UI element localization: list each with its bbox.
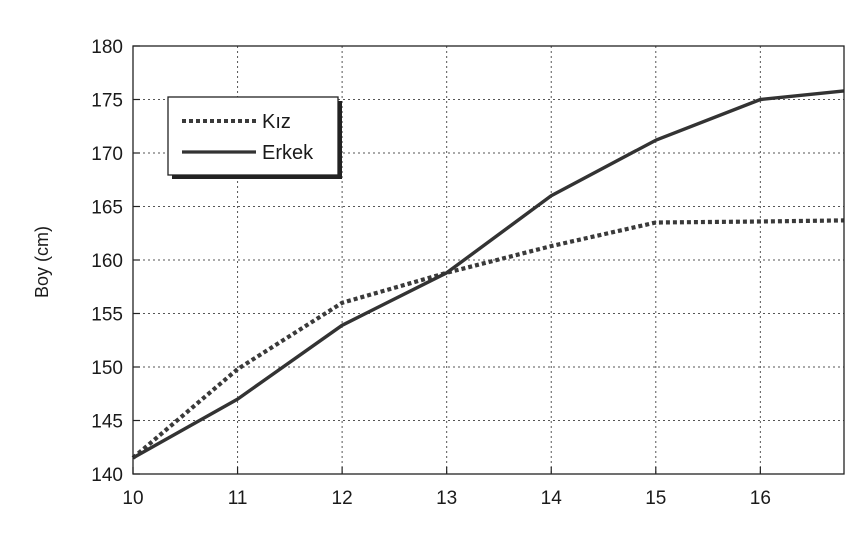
legend-label-erkek: Erkek: [262, 142, 314, 164]
x-tick-label: 13: [436, 488, 457, 509]
y-axis-label: Boy (cm): [32, 226, 52, 298]
x-tick-label: 15: [645, 488, 666, 509]
series-line-kiz: [131, 218, 845, 460]
y-tick-label: 165: [91, 198, 123, 219]
series-line-erkek: [132, 89, 845, 460]
y-tick-label: 140: [91, 465, 123, 486]
y-tick-label: 180: [91, 37, 123, 58]
x-tick-label: 10: [122, 488, 143, 509]
series-layer: [131, 89, 845, 460]
y-tick-label: 175: [91, 91, 123, 112]
legend-label-kiz: Kız: [262, 111, 291, 133]
x-tick-label: 12: [332, 488, 353, 509]
x-tick-label: 14: [541, 488, 563, 509]
legend: Kız Erkek: [167, 96, 342, 179]
y-tick-label: 150: [91, 358, 123, 379]
ticks: 10 11 12 13 14 15 16 140 145 150 155 160 165 170 175 18…: [91, 37, 771, 509]
legend-box: [167, 96, 339, 176]
y-tick-label: 145: [91, 412, 123, 433]
x-tick-label: 16: [750, 488, 771, 509]
y-tick-label: 170: [91, 144, 123, 165]
x-tick-label: 11: [228, 488, 248, 509]
y-tick-label: 155: [91, 305, 123, 326]
y-tick-label: 160: [91, 251, 123, 272]
